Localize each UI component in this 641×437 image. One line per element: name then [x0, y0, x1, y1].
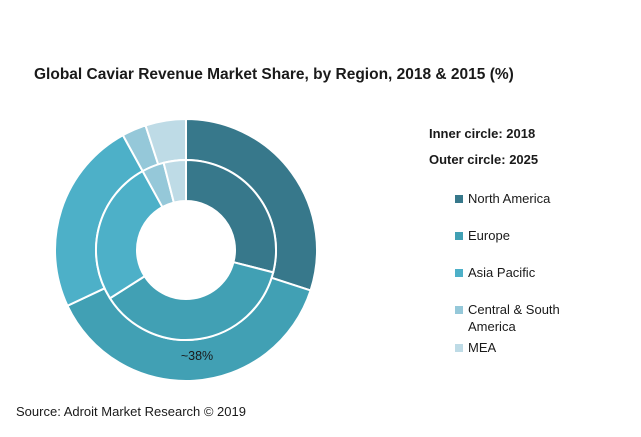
legend-swatch: [455, 306, 463, 314]
outer-circle-note: Outer circle: 2025: [429, 152, 539, 167]
chart-title: Global Caviar Revenue Market Share, by R…: [34, 66, 514, 83]
legend-swatch: [455, 232, 463, 240]
legend-label: North America: [468, 191, 551, 206]
legend-label: Asia Pacific: [468, 265, 536, 280]
legend-item-north-america: North America: [455, 190, 550, 207]
legend-item-mea: MEA: [455, 339, 496, 356]
outer-ring: [54, 117, 318, 382]
legend-label: Europe: [468, 228, 510, 243]
legend-label: Central & South America: [468, 302, 560, 334]
legend-item-asia-pacific: Asia Pacific: [455, 264, 535, 281]
legend-item-europe: Europe: [455, 227, 510, 244]
inner-circle-note: Inner circle: 2018: [429, 126, 536, 141]
source-note: Source: Adroit Market Research © 2019: [16, 404, 246, 419]
inner-ring: [95, 158, 277, 341]
inner-slice-europe: [108, 260, 275, 341]
inner-slice-asia-pacific: [95, 169, 164, 300]
legend-swatch: [455, 344, 463, 352]
annotation-label: ~38%: [181, 349, 213, 363]
legend-label: MEA: [468, 340, 497, 355]
legend-item-central-south-america: Central & South America: [455, 301, 588, 335]
legend-swatch: [455, 195, 463, 203]
legend-swatch: [455, 269, 463, 277]
inner-slice-mea: [162, 158, 187, 204]
inner-slice-north-america: [185, 158, 277, 274]
